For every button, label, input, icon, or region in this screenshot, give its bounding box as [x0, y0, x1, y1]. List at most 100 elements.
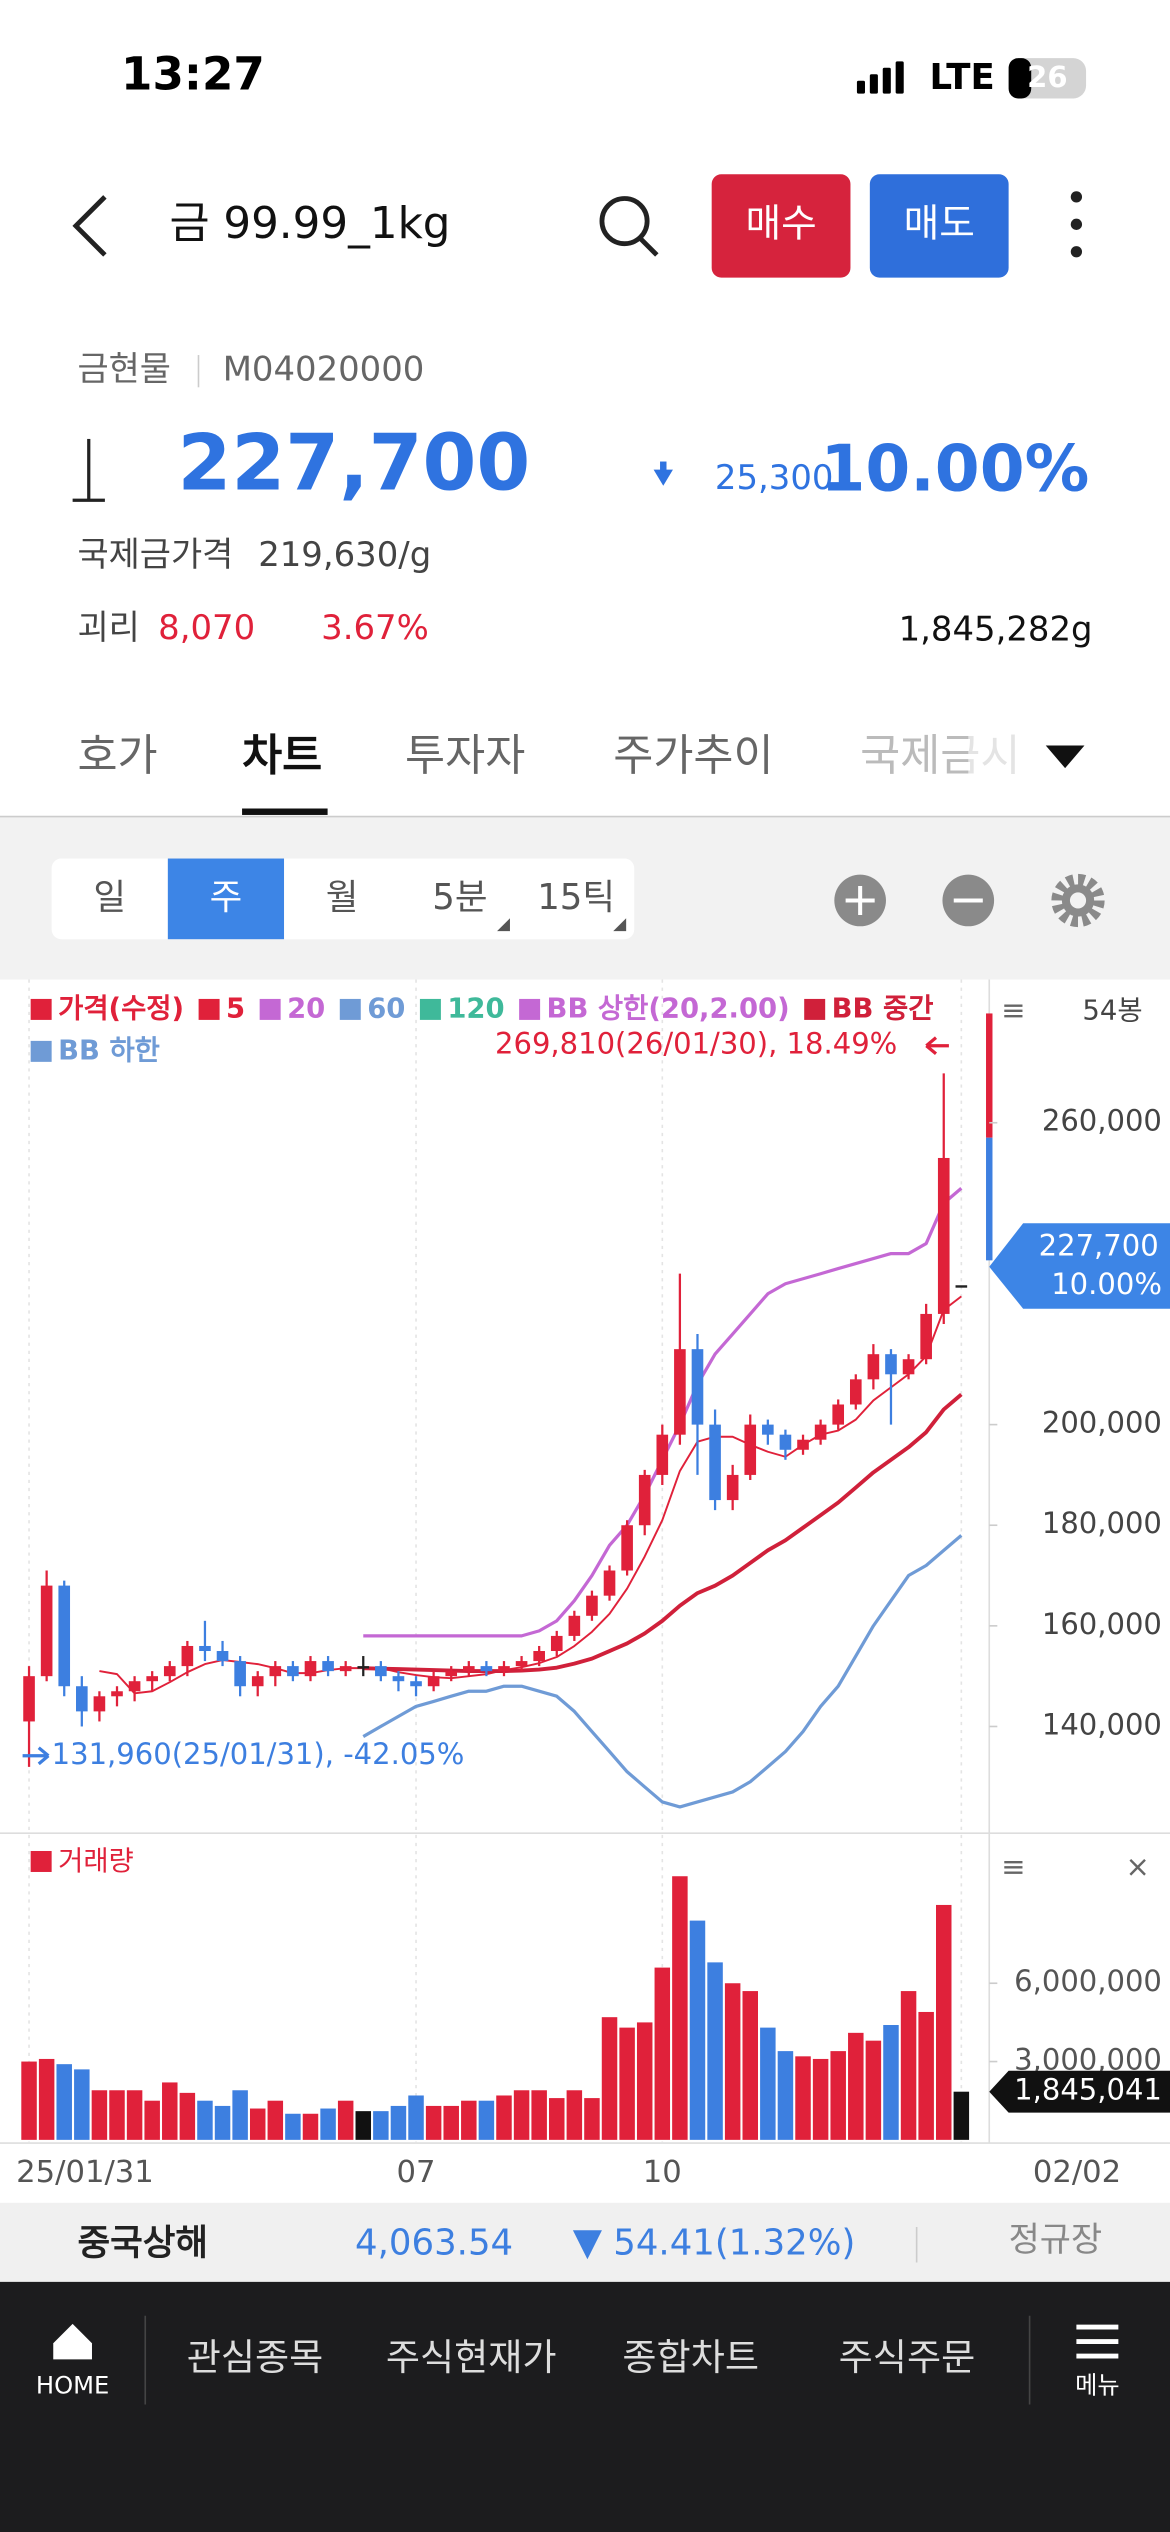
period[interactable]: 일	[93, 877, 126, 918]
volume-bar	[91, 2090, 108, 2140]
legend-label: BB 상한(20,2.00)	[547, 994, 790, 1025]
legend-swatch	[198, 998, 220, 1020]
price: 227,700	[178, 418, 531, 508]
candle-body	[568, 1615, 581, 1636]
tab[interactable]: 투자자	[405, 731, 525, 781]
back-button[interactable]	[72, 195, 107, 257]
candle-body	[304, 1661, 317, 1677]
gap-rate: 3.67%	[321, 608, 429, 647]
period[interactable]: 15틱	[537, 877, 615, 918]
volume-tag-label: 1,845,041	[1014, 2073, 1162, 2107]
volume-bar	[355, 2111, 372, 2140]
candle-body	[163, 1666, 176, 1677]
candle-body	[885, 1354, 897, 1375]
min-annotation: 131,960(25/01/31), -42.05%	[52, 1737, 465, 1771]
volume-bar	[425, 2105, 442, 2140]
nav-bar	[0, 2281, 1170, 2532]
sell-button[interactable]	[869, 174, 1009, 278]
menu-icon[interactable]: ≡	[1001, 993, 1025, 1027]
legend-label: 60	[367, 994, 405, 1025]
legend-label: BB 하한	[58, 1036, 160, 1067]
settings[interactable]	[1051, 873, 1105, 928]
status-network: LTE	[930, 57, 995, 98]
header-title: 금 99.99_1kg	[169, 199, 450, 249]
candle-body	[955, 1285, 968, 1288]
volume-bar	[936, 1904, 952, 2140]
candle-body	[251, 1676, 264, 1687]
max-arrow	[925, 1036, 949, 1056]
period[interactable]: 월	[326, 877, 359, 918]
volume-bar	[830, 2051, 846, 2140]
volume-bar	[74, 2069, 90, 2140]
candle-body	[920, 1313, 932, 1360]
menu-icon[interactable]: ≡	[1001, 1850, 1025, 1884]
candle-body	[462, 1666, 475, 1672]
candle-body	[867, 1354, 880, 1380]
more-button[interactable]	[1070, 191, 1083, 258]
tab[interactable]: 주가추이	[613, 731, 773, 781]
tab-more[interactable]	[1045, 745, 1085, 769]
nav-home[interactable]: HOME	[36, 2372, 109, 2400]
volume-bar	[285, 2113, 301, 2140]
volume-bar	[883, 2025, 899, 2140]
volume-bar	[162, 2082, 178, 2140]
legend-swatch	[339, 998, 361, 1020]
nav-item[interactable]: 종합차트	[622, 2336, 759, 2379]
nav-menu[interactable]: 메뉴	[1075, 2372, 1120, 2400]
period[interactable]: 5분	[432, 877, 487, 918]
volume-bar	[267, 2100, 284, 2140]
nav-item[interactable]: 주식주문	[839, 2336, 976, 2379]
candle-body	[181, 1645, 194, 1667]
volume-bar	[636, 2022, 653, 2140]
tab-active[interactable]: 차트	[242, 731, 322, 781]
legend-label: 가격(수정)	[58, 994, 184, 1025]
legend-swatch	[259, 998, 281, 1020]
nav-item[interactable]: 주식현재가	[386, 2336, 557, 2379]
candle-body	[76, 1686, 88, 1712]
candle-body	[480, 1666, 493, 1672]
candle-body	[550, 1635, 563, 1652]
price-tag-rate: 10.00%	[1051, 1267, 1162, 1301]
y-tick-label: 260,000	[1042, 1104, 1162, 1138]
volume-bar	[390, 2105, 407, 2140]
indicator-line	[362, 1534, 963, 1809]
volume-bar	[865, 2040, 882, 2140]
battery-text: 26	[1027, 60, 1067, 94]
status-time: 13:27	[121, 47, 265, 100]
signal-icon	[856, 61, 904, 94]
volume-bar	[566, 2090, 583, 2140]
legend-swatch	[30, 1850, 52, 1872]
legend-swatch	[804, 998, 826, 1020]
legend-swatch	[30, 998, 52, 1020]
change: 25,300	[715, 458, 834, 497]
x-tick-label: 25/01/31	[16, 2155, 154, 2190]
volume-tag	[989, 2070, 1170, 2113]
tab[interactable]: 호가	[77, 731, 157, 781]
indicator-line	[363, 1392, 963, 1673]
candle-body	[533, 1651, 545, 1662]
candle-body	[674, 1349, 686, 1435]
buy-button[interactable]	[711, 174, 851, 278]
candle-body	[234, 1661, 246, 1687]
period-active[interactable]: 주	[210, 877, 243, 918]
volume-bar	[197, 2100, 213, 2140]
volume-bar	[672, 1876, 688, 2140]
min-arrow	[22, 1746, 50, 1766]
volume-bar	[549, 2098, 565, 2140]
search-button[interactable]	[599, 196, 659, 257]
plot: 25/01/31 07 10 02/02 140,000 160,000 180,000 20…	[16, 979, 1170, 2190]
close-icon[interactable]: ×	[1126, 1850, 1150, 1884]
nav-item[interactable]: 관심종목	[187, 2336, 324, 2379]
volume-bar	[320, 2108, 336, 2140]
candle-body	[269, 1666, 282, 1677]
volume-bar	[21, 2061, 37, 2140]
candle-body	[287, 1666, 299, 1677]
x-tick-label: 02/02	[1033, 2155, 1121, 2190]
legend-swatch	[419, 998, 441, 1020]
candle-body	[128, 1681, 141, 1692]
candle-body	[58, 1585, 71, 1687]
candle-body	[779, 1434, 792, 1450]
zoom-in-icon	[845, 885, 875, 916]
volume-bar	[144, 2100, 160, 2140]
volume-bar	[337, 2100, 354, 2140]
